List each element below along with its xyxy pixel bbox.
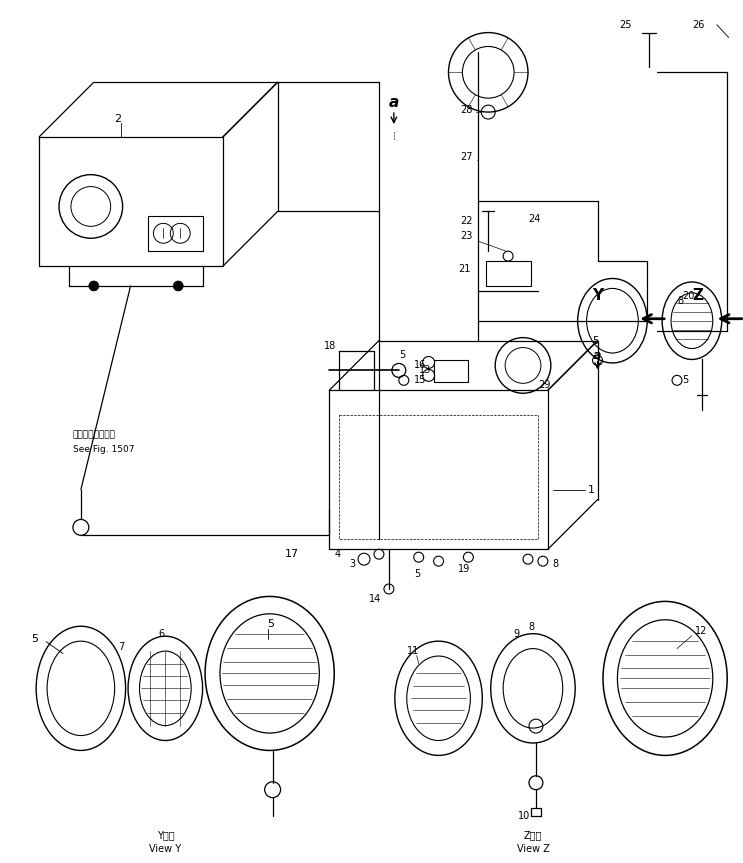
Text: 28: 28 [461,105,473,115]
Text: View Y: View Y [149,844,181,854]
Text: 1: 1 [588,485,594,494]
Text: 3: 3 [349,559,355,569]
Text: 18: 18 [324,341,337,350]
Text: 5: 5 [267,619,275,629]
Text: 15: 15 [414,375,426,386]
Text: 5: 5 [414,569,420,579]
Text: 26: 26 [692,20,704,29]
Text: See Fig. 1507: See Fig. 1507 [73,445,134,455]
Text: 4: 4 [334,549,340,559]
Text: 19: 19 [458,564,470,574]
Text: 27: 27 [461,152,473,161]
Text: a: a [593,349,601,362]
Text: 23: 23 [461,231,473,242]
Text: 第１５０７図参照: 第１５０７図参照 [73,431,116,439]
Text: 11: 11 [406,646,419,656]
Text: 20: 20 [682,291,695,301]
Text: 14: 14 [369,594,381,604]
Text: 17: 17 [285,549,299,559]
Text: 7: 7 [119,641,125,652]
Text: 5: 5 [682,375,688,386]
Circle shape [89,281,99,291]
Bar [149,217,203,251]
Text: 13: 13 [419,365,431,375]
Bar [486,261,531,286]
Text: 25: 25 [620,20,632,29]
Bar [340,415,538,539]
Text: 5: 5 [399,350,405,361]
Text: 10: 10 [518,810,531,821]
Text: 8: 8 [677,296,683,306]
Text: 12: 12 [695,626,707,636]
Text: 29: 29 [538,381,551,390]
Text: 21: 21 [458,264,471,274]
Text: 8: 8 [553,559,559,569]
Text: View Z: View Z [516,844,549,854]
Text: 8: 8 [528,621,534,632]
Circle shape [173,281,184,291]
Text: Z　視: Z 視 [524,830,542,841]
Text: Y: Y [593,288,604,304]
Text: 22: 22 [461,217,473,226]
Text: Y　視: Y 視 [157,830,174,841]
Text: 16: 16 [414,361,426,370]
Text: 5: 5 [593,336,599,345]
Bar [434,361,468,382]
Text: 24: 24 [528,214,540,224]
Text: 2: 2 [114,114,121,124]
Text: 6: 6 [158,628,164,639]
Text: a: a [389,95,399,110]
Text: 5: 5 [31,633,38,644]
Text: Z: Z [692,288,703,304]
Text: 9: 9 [513,628,519,639]
